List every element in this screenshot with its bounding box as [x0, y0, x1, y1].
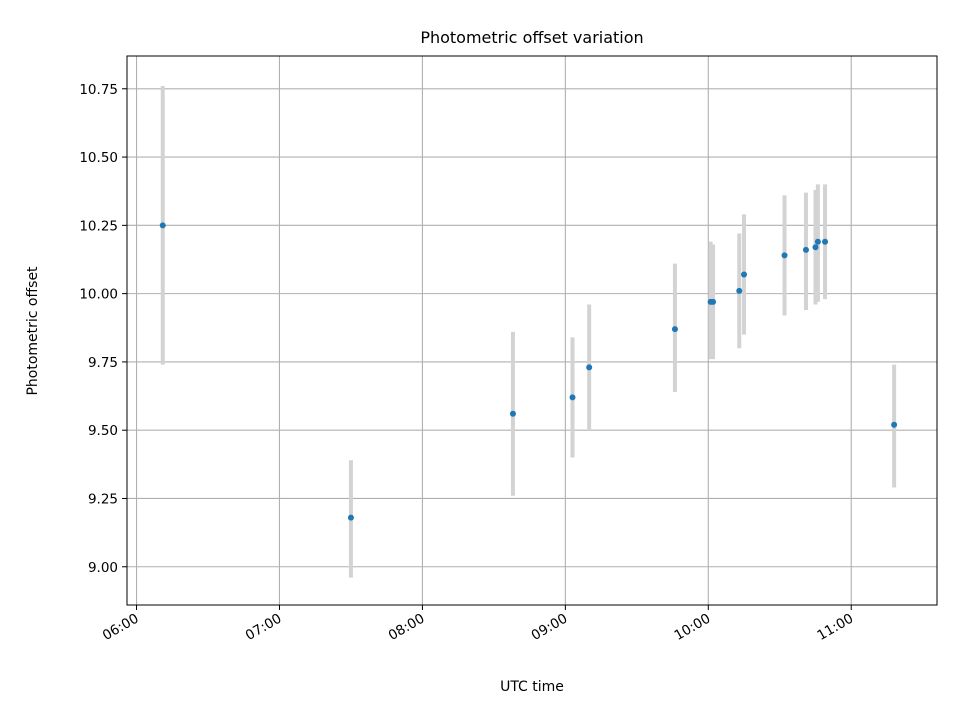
- data-point: [586, 364, 593, 371]
- data-point: [347, 514, 354, 521]
- y-tick-label: 10.25: [79, 218, 118, 234]
- data-point: [781, 252, 788, 259]
- data-point: [741, 271, 748, 278]
- y-tick-label: 10.50: [79, 150, 118, 166]
- y-tick-label: 9.00: [88, 560, 118, 576]
- data-point: [569, 394, 576, 401]
- data-point: [812, 244, 819, 251]
- data-points: [159, 222, 898, 521]
- y-tick-label: 9.75: [88, 355, 118, 371]
- x-axis-label: UTC time: [500, 679, 564, 695]
- plot-frame: [126, 55, 938, 606]
- data-point: [814, 238, 821, 245]
- data-point: [159, 222, 166, 229]
- data-point: [671, 326, 678, 333]
- y-tick-label: 10.00: [79, 287, 118, 303]
- grid: [127, 56, 937, 605]
- data-point: [509, 410, 516, 417]
- y-tick-label: 10.75: [79, 82, 118, 98]
- y-tick-label: 9.25: [88, 491, 118, 507]
- y-axis-ticks: 9.00 9.25 9.50 9.75 10.00 10.25 10.50 10.75: [79, 82, 127, 576]
- chart-title: Photometric offset variation: [420, 28, 643, 47]
- data-point: [891, 421, 898, 428]
- y-axis-label: Photometric offset: [25, 266, 41, 396]
- data-point: [736, 287, 743, 294]
- data-point: [710, 298, 717, 305]
- data-point: [822, 238, 829, 245]
- y-tick-label: 9.50: [88, 423, 118, 439]
- data-point: [802, 246, 809, 253]
